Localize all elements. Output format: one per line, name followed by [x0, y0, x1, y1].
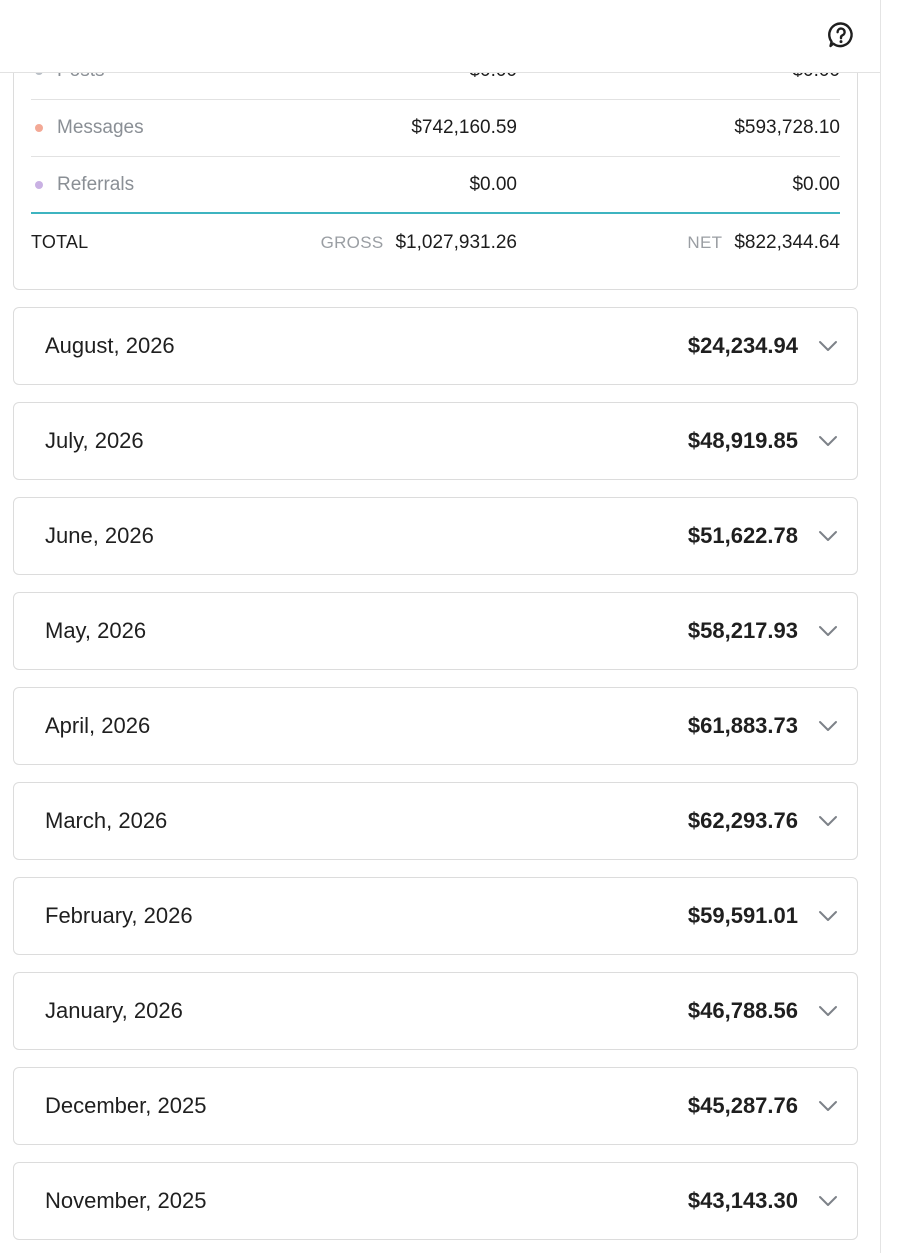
chevron-down-icon[interactable] [817, 1095, 839, 1117]
month-card-march-2026[interactable]: March, 2026 $62,293.76 [13, 782, 858, 860]
total-label: TOTAL [31, 232, 89, 252]
summary-row-label: Messages [57, 117, 144, 138]
messages-dot-icon [35, 124, 43, 132]
summary-row-referrals: Referrals $0.00 $0.00 [31, 157, 840, 214]
month-card-june-2026[interactable]: June, 2026 $51,622.78 [13, 497, 858, 575]
summary-row-net: $593,728.10 [734, 117, 840, 138]
month-card-april-2026[interactable]: April, 2026 $61,883.73 [13, 687, 858, 765]
summary-row-gross: $742,160.59 [411, 117, 517, 138]
chevron-down-icon[interactable] [817, 715, 839, 737]
chevron-down-icon[interactable] [817, 905, 839, 927]
month-label: May, 2026 [45, 618, 147, 643]
gross-amount: $1,027,931.26 [395, 231, 517, 253]
month-card-may-2026[interactable]: May, 2026 $58,217.93 [13, 592, 858, 670]
total-net: NET $822,344.64 [687, 232, 840, 254]
month-amount: $62,293.76 [687, 808, 798, 833]
chevron-down-icon[interactable] [817, 525, 839, 547]
summary-total-row: TOTAL GROSS $1,027,931.26 NET $822,344.6… [31, 214, 840, 271]
month-label: June, 2026 [45, 523, 154, 548]
month-label: January, 2026 [45, 998, 183, 1023]
month-label: December, 2025 [45, 1093, 207, 1118]
summary-row-net: $0.00 [792, 173, 840, 195]
month-amount: $51,622.78 [687, 523, 798, 548]
month-amount: $45,287.76 [687, 1093, 798, 1118]
month-label: August, 2026 [45, 333, 175, 358]
month-card-december-2025[interactable]: December, 2025 $45,287.76 [13, 1067, 858, 1145]
month-label: February, 2026 [45, 903, 193, 928]
month-card-august-2026[interactable]: August, 2026 $24,234.94 [13, 307, 858, 385]
month-card-february-2026[interactable]: February, 2026 $59,591.01 [13, 877, 858, 955]
chevron-down-icon[interactable] [817, 1000, 839, 1022]
total-gross: GROSS $1,027,931.26 [321, 232, 517, 254]
month-label: November, 2025 [45, 1188, 207, 1213]
month-card-july-2026[interactable]: July, 2026 $48,919.85 [13, 402, 858, 480]
chevron-down-icon[interactable] [817, 620, 839, 642]
summary-row-gross: $0.00 [469, 173, 517, 195]
net-amount: $822,344.64 [734, 231, 840, 253]
top-header [0, 0, 880, 73]
help-button[interactable] [826, 20, 856, 50]
month-card-january-2026[interactable]: January, 2026 $46,788.56 [13, 972, 858, 1050]
month-label: April, 2026 [45, 713, 151, 738]
month-label: March, 2026 [45, 808, 168, 833]
chevron-down-icon[interactable] [817, 810, 839, 832]
net-caption: NET [687, 232, 723, 252]
month-amount: $24,234.94 [687, 333, 798, 358]
month-amount: $61,883.73 [687, 713, 798, 738]
month-amount: $46,788.56 [687, 998, 798, 1023]
summary-row-label: Referrals [57, 173, 135, 195]
chevron-down-icon[interactable] [817, 1190, 839, 1212]
chevron-down-icon[interactable] [817, 430, 839, 452]
summary-row-messages: Messages $742,160.59 $593,728.10 [31, 100, 840, 157]
month-amount: $48,919.85 [687, 428, 798, 453]
month-amount: $59,591.01 [687, 903, 798, 928]
month-card-november-2025[interactable]: November, 2025 $43,143.30 [13, 1162, 858, 1240]
month-amount: $58,217.93 [687, 618, 798, 643]
content-right-border [880, 0, 881, 1253]
month-label: July, 2026 [45, 428, 144, 453]
month-amount: $43,143.30 [687, 1188, 798, 1213]
help-circle-icon [828, 22, 853, 48]
chevron-down-icon[interactable] [817, 335, 839, 357]
referrals-dot-icon [35, 180, 43, 189]
gross-caption: GROSS [320, 232, 384, 252]
